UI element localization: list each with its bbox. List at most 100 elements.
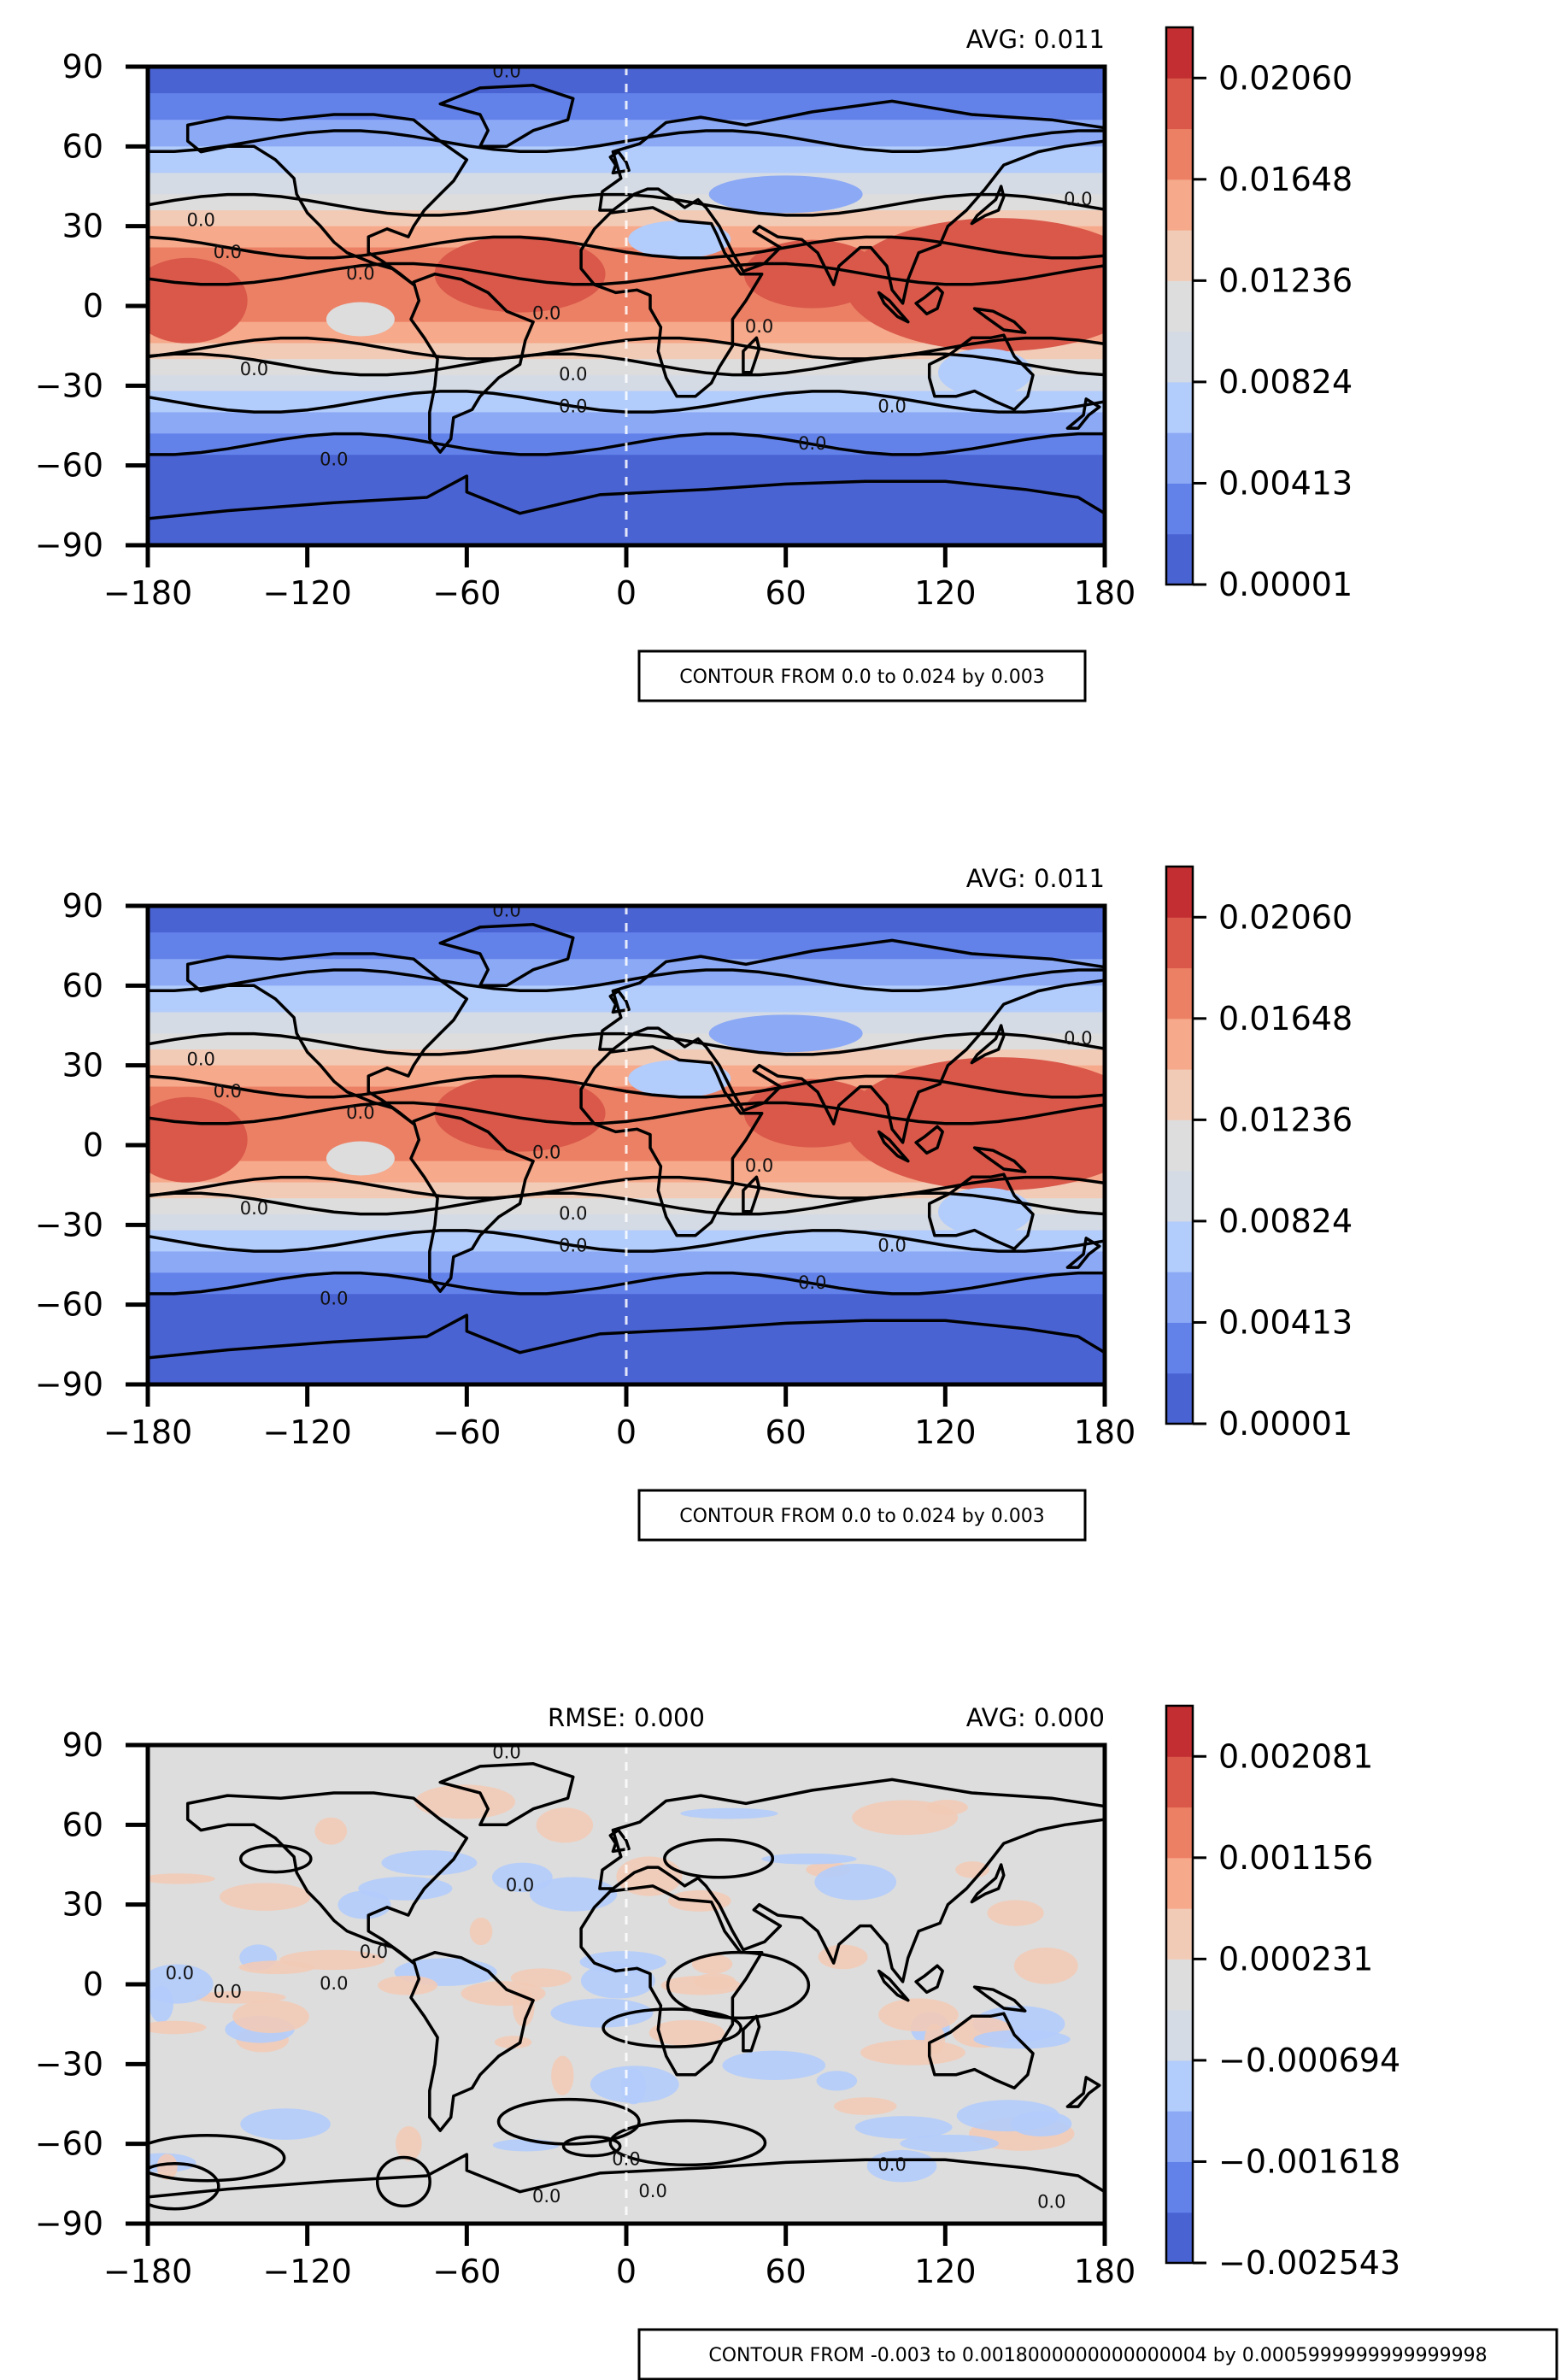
contour-info-text: CONTOUR FROM -0.003 to 0.001800000000000… (708, 2345, 1487, 2366)
colorbar-segment (1166, 331, 1193, 383)
colorbar-segment (1166, 1018, 1193, 1070)
y-tick-label: 0 (83, 1126, 103, 1164)
y-tick-label: 90 (62, 887, 103, 925)
colorbar-tick-label: 0.00413 (1218, 1303, 1353, 1341)
y-tick-label: 0 (83, 287, 103, 325)
contour-label: 0.0 (798, 1272, 826, 1293)
colorbar-tick-label: 0.00824 (1218, 1202, 1353, 1240)
y-tick-label: −90 (35, 2205, 103, 2242)
x-tick-label: 60 (765, 2253, 806, 2290)
colorbar-segment (1166, 1908, 1193, 1960)
y-tick-label: 30 (62, 208, 103, 245)
colorbar-segment (1166, 2111, 1193, 2162)
contour-label: 0.0 (745, 316, 773, 337)
contour-label: 0.0 (360, 1942, 388, 1962)
colorbar-segment (1166, 179, 1193, 231)
contour-label: 0.0 (187, 1049, 215, 1070)
contour-label: 0.0 (1064, 1028, 1092, 1049)
colorbar-tick-label: 0.00001 (1218, 566, 1353, 603)
colorbar-segment (1166, 1959, 1193, 2011)
x-tick-label: 180 (1074, 1413, 1136, 1451)
x-tick-label: −180 (103, 1413, 192, 1451)
colorbar-segment (1166, 867, 1193, 918)
colorbar-segment (1166, 483, 1193, 535)
contour-label: 0.0 (559, 1235, 587, 1255)
contour-label: 0.0 (532, 2186, 560, 2207)
panel-3: 0.0 0.0 0.0 0.0 0.0 0.0 0.0 0.0 0.0 0.0 0.0 −180 −12… (35, 1703, 1558, 2380)
colorbar-segment (1166, 1170, 1193, 1222)
filled-field: 0.0 0.0 0.0 0.0 0.0 0.0 0.0 0.0 0.0 0.0 0.0 0.0 0.0 (148, 61, 1105, 545)
contour-info-text: CONTOUR FROM 0.0 to 0.024 by 0.003 (679, 1506, 1045, 1527)
colorbar-segment (1166, 280, 1193, 332)
x-tick-label: 0 (616, 574, 637, 612)
y-tick-label: 0 (83, 1966, 103, 2003)
contour-label: 0.0 (559, 396, 587, 416)
y-tick-label: 60 (62, 1806, 103, 1843)
x-tick-label: −60 (432, 574, 501, 612)
contour-info-text: CONTOUR FROM 0.0 to 0.024 by 0.003 (679, 667, 1045, 688)
colorbar-tick-label: 0.01648 (1218, 1000, 1353, 1037)
contour-label: 0.0 (492, 900, 520, 920)
y-tick-label: 60 (62, 127, 103, 165)
colorbar-segment (1166, 1119, 1193, 1172)
colorbar-tick-label: −0.000694 (1218, 2042, 1400, 2079)
colorbar-segment (1166, 230, 1193, 281)
colorbar-segment (1166, 967, 1193, 1020)
colorbar-segment (1166, 1220, 1193, 1272)
colorbar: 0.002081 0.001156 0.000231 −0.000694 −0.0016… (1165, 1704, 1400, 2282)
contour-label: 0.0 (346, 263, 374, 284)
y-tick-label: 60 (62, 967, 103, 1004)
y-tick-label: −90 (35, 526, 103, 564)
contour-label: 0.0 (532, 1143, 560, 1163)
colorbar-segment (1166, 1272, 1193, 1323)
y-tick-label: −90 (35, 1366, 103, 1403)
x-tick-label: 120 (914, 2253, 977, 2290)
colorbar-tick-label: 0.002081 (1218, 1737, 1373, 1775)
colorbar-segment (1166, 381, 1193, 433)
colorbar-segment (1166, 1706, 1193, 1757)
colorbar-segment (1166, 27, 1193, 79)
colorbar-segment (1166, 78, 1193, 130)
y-tick-label: −60 (35, 2125, 103, 2163)
colorbar-segment (1166, 1372, 1193, 1425)
y-tick-label: −30 (35, 367, 103, 404)
colorbar-segment (1166, 2009, 1193, 2061)
y-tick-label: −60 (35, 1286, 103, 1324)
y-tick-label: 90 (62, 48, 103, 85)
contour-label: 0.0 (612, 2149, 640, 2170)
contour-label: 0.0 (492, 61, 520, 81)
contour-label: 0.0 (492, 1742, 520, 1763)
colorbar-tick-label: 0.01648 (1218, 161, 1353, 198)
colorbar-tick-label: 0.01236 (1218, 262, 1353, 299)
contour-label: 0.0 (320, 1973, 348, 1994)
contour-info-box (637, 2328, 1558, 2380)
colorbar-segment (1166, 2212, 1193, 2264)
contour-label: 0.0 (559, 364, 587, 385)
x-tick-label: 0 (616, 1413, 637, 1451)
x-tick-label: 60 (765, 1413, 806, 1451)
panel-2: 0.0 0.0 0.0 0.0 0.0 0.0 0.0 0.0 0.0 0.0 0.0 0.0 0.0 −… (35, 864, 1353, 1542)
contour-label: 0.0 (877, 2154, 906, 2175)
contour-label: 0.0 (240, 359, 268, 379)
contour-label: 0.0 (877, 396, 906, 416)
colorbar-tick-label: 0.000231 (1218, 1940, 1373, 1977)
contour-label: 0.0 (320, 450, 348, 470)
avg-annotation: AVG: 0.000 (966, 1703, 1105, 1732)
colorbar-tick-label: 0.02060 (1218, 898, 1353, 936)
x-tick-label: 0 (616, 2253, 637, 2290)
coastlines (148, 1762, 1105, 2224)
x-tick-label: 180 (1074, 2253, 1136, 2290)
y-tick-label: 30 (62, 1886, 103, 1924)
x-tick-label: −60 (432, 2253, 501, 2290)
contour-label: 0.0 (559, 1203, 587, 1224)
colorbar-tick-label: −0.001618 (1218, 2142, 1400, 2180)
contour-label: 0.0 (214, 242, 242, 262)
coastlines (148, 84, 1105, 545)
colorbar-segment (1166, 533, 1193, 585)
contour-label: 0.0 (166, 1963, 194, 1983)
y-tick-label: −30 (35, 2045, 103, 2083)
x-tick-label: 180 (1074, 574, 1136, 612)
contour-label: 0.0 (320, 1289, 348, 1309)
avg-annotation: AVG: 0.011 (966, 25, 1105, 54)
